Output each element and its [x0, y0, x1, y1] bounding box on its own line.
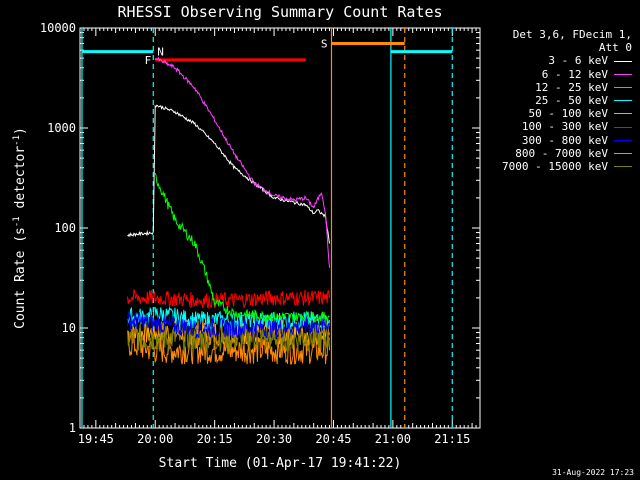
legend-label: 6 - 12 keV — [541, 67, 608, 81]
legend-swatch — [614, 86, 632, 88]
chart-title: RHESSI Observing Summary Count Rates — [117, 3, 442, 21]
legend-header-line2: Att 0 — [598, 41, 632, 55]
timestamp: 31-Aug-2022 17:23 — [552, 468, 634, 477]
legend-label: 50 - 100 keV — [528, 107, 608, 121]
legend-swatch — [614, 152, 632, 154]
legend-swatch — [614, 139, 632, 141]
legend: Det 3,6, FDecim 1, Att 0 3 - 6 keV 6 - 12… — [462, 28, 632, 173]
x-tick-label: 21:00 — [375, 432, 411, 446]
legend-label: 12 - 25 keV — [535, 80, 608, 94]
legend-swatch — [614, 60, 632, 62]
legend-label: 7000 - 15000 keV — [502, 160, 608, 174]
plot-area: 1 10 100 1000 10000 19:45 20:00 20:15 20:30 20:45… — [40, 21, 481, 446]
legend-item: 25 - 50 keV — [462, 94, 632, 107]
series-line — [127, 104, 330, 244]
legend-item: 100 - 300 keV — [462, 120, 632, 133]
legend-label: 300 - 800 keV — [521, 133, 608, 147]
y-tick-label: 10000 — [40, 21, 76, 35]
legend-item: 7000 - 15000 keV — [462, 160, 632, 173]
legend-swatch — [614, 126, 632, 128]
legend-item: 3 - 6 keV — [462, 54, 632, 67]
x-tick-label: 20:30 — [256, 432, 292, 446]
legend-label: 800 - 7000 keV — [515, 146, 608, 160]
y-axis-label: Count Rate (s-1 detector-1) — [12, 127, 28, 329]
legend-label: 100 - 300 keV — [521, 120, 608, 134]
x-axis-label: Start Time (01-Apr-17 19:41:22) — [159, 456, 402, 471]
x-tick-label: 21:15 — [434, 432, 470, 446]
legend-swatch — [614, 100, 632, 102]
y-tick-label: 1000 — [47, 121, 76, 135]
x-tick-label: 20:00 — [137, 432, 173, 446]
series-line — [127, 288, 330, 309]
legend-label: 25 - 50 keV — [535, 94, 608, 108]
legend-item: 6 - 12 keV — [462, 68, 632, 81]
plot-frame — [79, 27, 481, 429]
y-tick-label: 1 — [69, 421, 76, 435]
legend-item: 12 - 25 keV — [462, 81, 632, 94]
flag-label: N — [157, 46, 164, 59]
series-line — [154, 56, 330, 268]
legend-label: 3 - 6 keV — [548, 54, 608, 68]
y-tick-label: 100 — [54, 221, 76, 235]
legend-item: 300 - 800 keV — [462, 134, 632, 147]
x-tick-label: 20:15 — [197, 432, 233, 446]
legend-header-line1: Det 3,6, FDecim 1, — [512, 28, 632, 41]
series-line — [154, 172, 330, 323]
legend-item: 800 - 7000 keV — [462, 147, 632, 160]
legend-swatch — [614, 166, 632, 168]
x-tick-label: 20:45 — [315, 432, 351, 446]
series-line — [127, 311, 330, 340]
x-tick-label: 19:45 — [78, 432, 114, 446]
legend-swatch — [614, 73, 632, 75]
y-tick-label: 10 — [62, 321, 76, 335]
legend-item: 50 - 100 keV — [462, 107, 632, 120]
flag-label: F — [145, 54, 152, 67]
flag-label: S — [321, 37, 328, 50]
legend-swatch — [614, 113, 632, 115]
